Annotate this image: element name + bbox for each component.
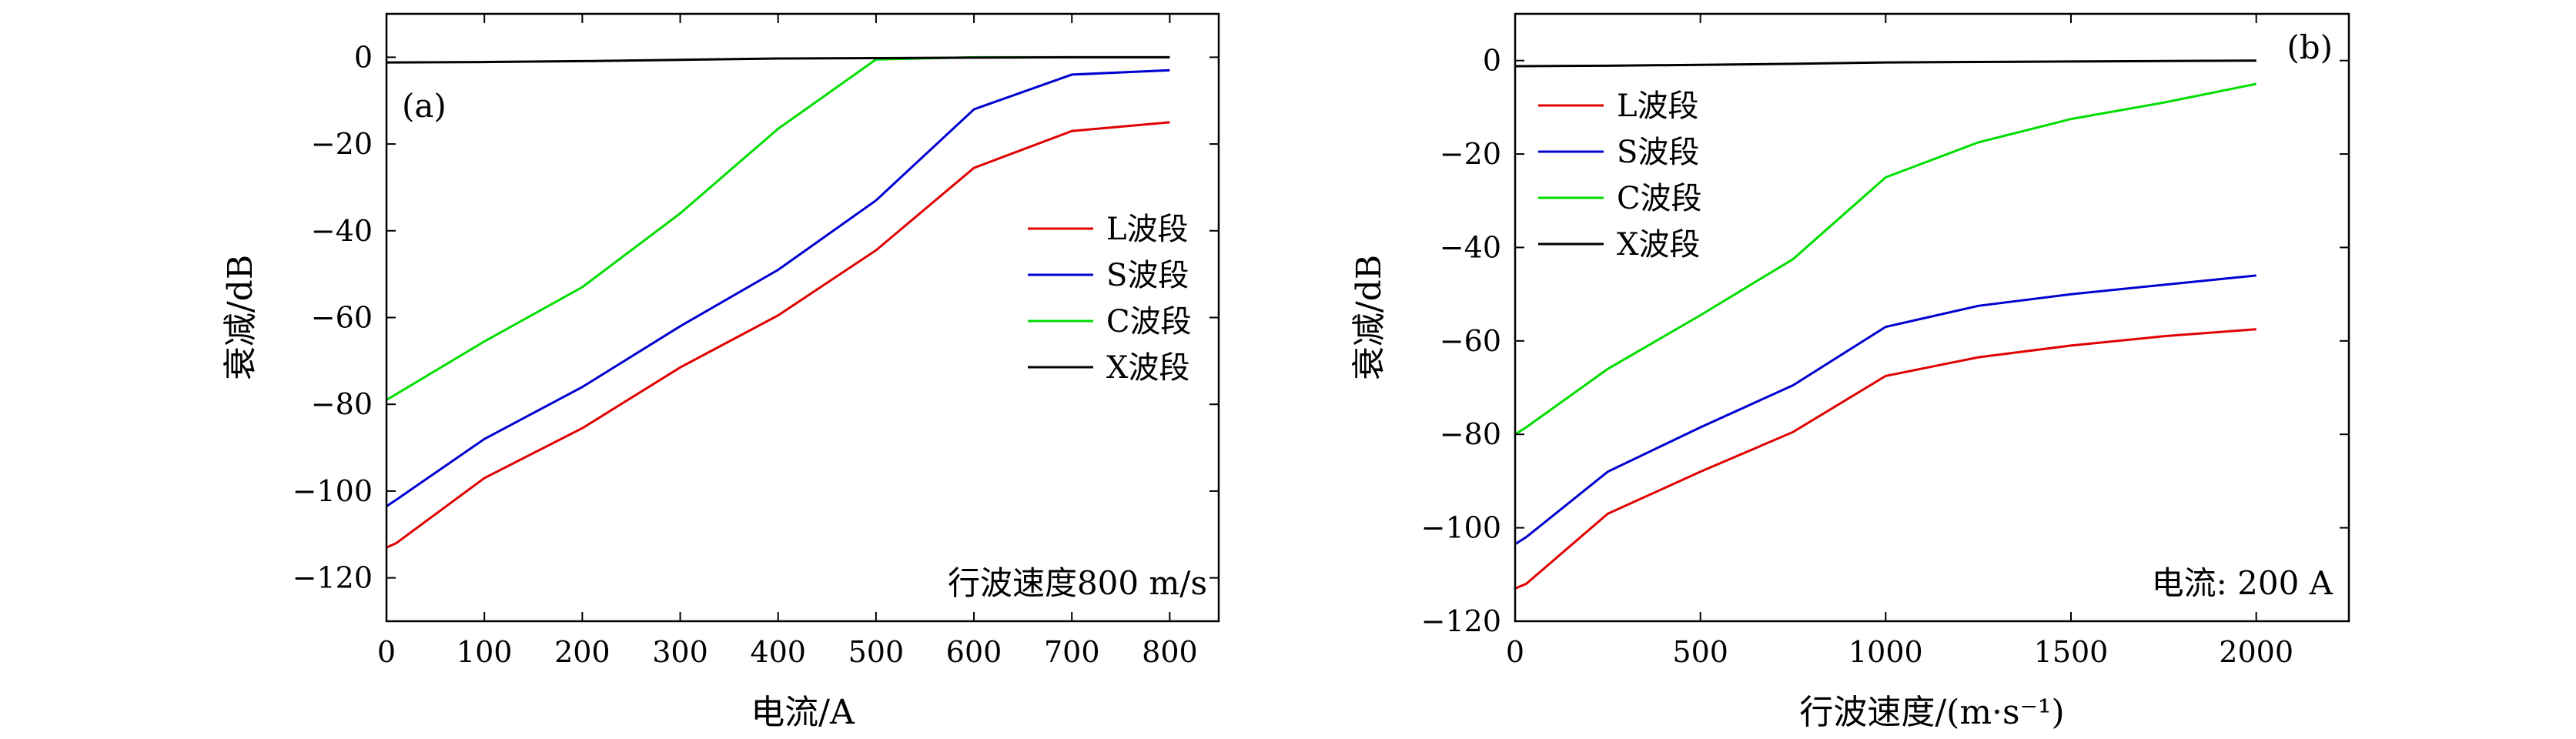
x-tick-label: 1000 <box>1848 635 1923 669</box>
y-tick-label: −100 <box>293 474 373 508</box>
x-axis-label: 行波速度/(m·s⁻¹) <box>1799 693 2064 732</box>
legend-entry: X波段 <box>1617 227 1700 262</box>
y-tick-label: −20 <box>311 127 373 161</box>
x-tick-label: 800 <box>1142 635 1198 669</box>
y-tick-label: −20 <box>1440 137 1501 171</box>
y-tick-label: −120 <box>1421 604 1501 638</box>
x-axis-label: 电流/A <box>751 693 855 732</box>
x-tick-label: 300 <box>652 635 708 669</box>
legend-entry: S波段 <box>1106 258 1189 293</box>
legend-entry: L波段 <box>1106 212 1189 247</box>
x-tick-label: 1500 <box>2034 635 2109 669</box>
y-tick-label: −60 <box>1440 324 1501 358</box>
y-axis-label: 衰减/dB <box>1350 255 1389 380</box>
y-tick-label: −100 <box>1421 511 1501 545</box>
x-tick-label: 0 <box>377 635 396 669</box>
x-tick-label: 500 <box>1672 635 1728 669</box>
plot-frame <box>1514 12 2350 623</box>
x-tick-label: 200 <box>554 635 611 669</box>
legend-entry: S波段 <box>1617 135 1699 170</box>
x-tick-label: 500 <box>848 635 905 669</box>
x-tick-label: 0 <box>1506 635 1524 669</box>
series-line-2 <box>386 69 1170 507</box>
x-tick-label: 400 <box>750 635 806 669</box>
plot-frame <box>385 12 1220 623</box>
y-tick-label: −120 <box>293 561 373 595</box>
legend-entry: C波段 <box>1106 304 1192 339</box>
x-tick-label: 2000 <box>2219 635 2293 669</box>
panel-a: 0 100 200 300 400 500 600 700 800 0 −20 −40 −60 −80 −1… <box>221 12 1220 732</box>
series-line-4 <box>386 55 1170 64</box>
x-tick-label: 100 <box>457 635 513 669</box>
x-tick-label: 700 <box>1044 635 1100 669</box>
panel-label: (b) <box>2287 28 2333 66</box>
legend-entry: C波段 <box>1617 181 1702 216</box>
chart-annotation: 电流: 200 A <box>2152 564 2333 602</box>
series-line-1 <box>386 121 1170 549</box>
y-tick-label: −60 <box>311 301 373 335</box>
panel-b: 0 500 1000 1500 2000 0 −20 −40 −60 −80 −100 −120 行波速… <box>1350 12 2350 732</box>
series-line-1 <box>1514 328 2257 590</box>
legend-entry: L波段 <box>1617 89 1699 124</box>
legend-entry: X波段 <box>1106 350 1189 386</box>
y-tick-label: −40 <box>311 214 373 248</box>
legend: L波段 S波段 C波段 X波段 <box>1028 212 1192 386</box>
y-tick-label: 0 <box>1483 44 1501 78</box>
y-tick-label: −80 <box>1440 417 1501 451</box>
series-line-4 <box>1514 59 2257 68</box>
chart-annotation: 行波速度800 m/s <box>948 564 1207 602</box>
y-tick-label: −80 <box>311 387 373 421</box>
y-tick-label: −40 <box>1440 230 1501 264</box>
x-tick-label: 600 <box>946 635 1002 669</box>
legend: L波段 S波段 C波段 X波段 <box>1538 89 1702 262</box>
panel-label: (a) <box>402 87 447 125</box>
series-line-2 <box>1514 274 2257 546</box>
series-line-3 <box>1514 82 2257 436</box>
y-axis-label: 衰减/dB <box>221 255 260 380</box>
y-tick-label: 0 <box>354 40 373 74</box>
